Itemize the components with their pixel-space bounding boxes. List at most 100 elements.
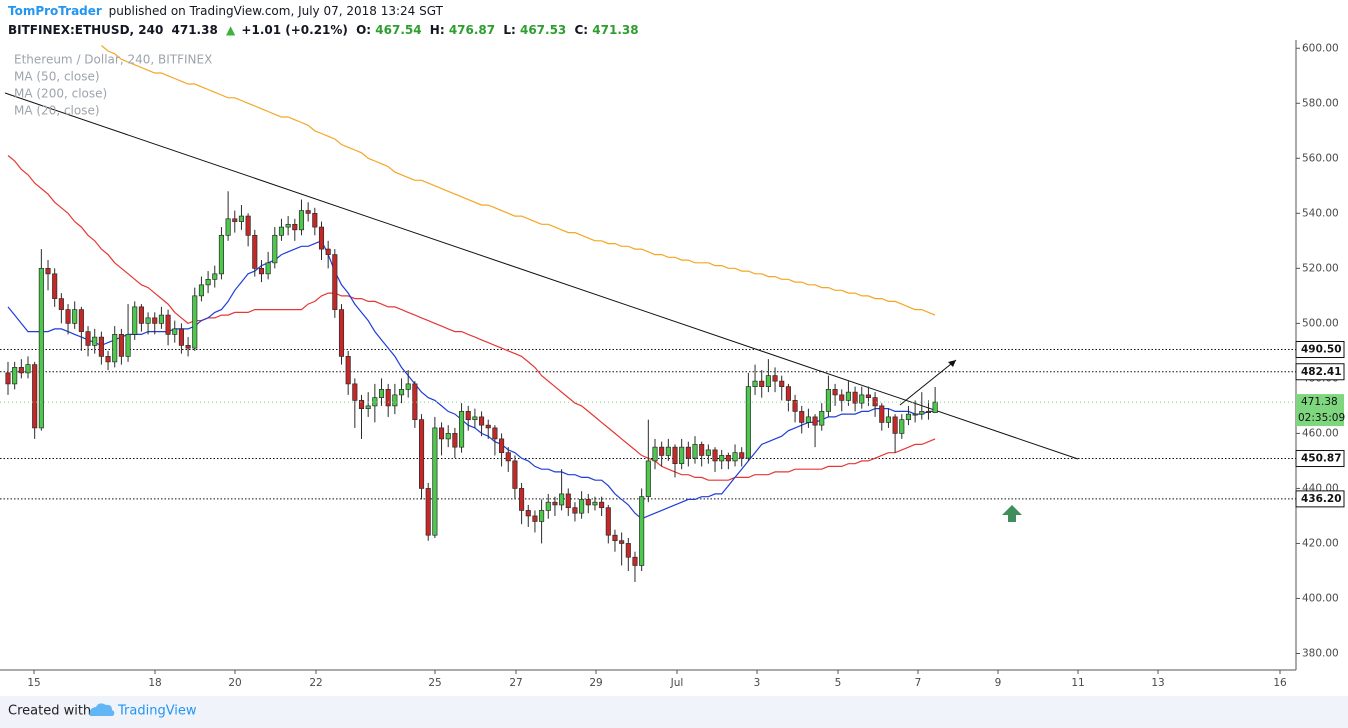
y-tick-label: 580.00	[1302, 97, 1339, 109]
x-tick-label: 15	[27, 677, 40, 689]
candle-body	[272, 234, 278, 264]
candle-body	[839, 394, 845, 401]
candle-body	[378, 389, 385, 398]
o: 467.54	[375, 23, 421, 37]
candle-body	[685, 446, 691, 459]
candle-body	[892, 416, 898, 434]
level-label-box	[1295, 340, 1345, 358]
logo	[89, 703, 115, 716]
candle-body	[492, 427, 498, 440]
candle-body	[212, 273, 218, 280]
level-label: 450.87	[1301, 453, 1342, 465]
candle-body	[245, 215, 251, 236]
candle-body	[899, 419, 905, 434]
candle-body	[398, 389, 405, 396]
candle-body	[172, 328, 178, 335]
footer-created: Created with	[8, 704, 91, 719]
x-tick-label: 5	[835, 677, 842, 689]
candle-body	[192, 295, 198, 349]
candle-body	[165, 314, 171, 335]
candle-body	[278, 226, 285, 236]
x-tick-label: 3	[754, 677, 761, 689]
candle-body	[645, 460, 651, 498]
author[interactable]: TomProTrader	[8, 4, 102, 18]
candle-body	[572, 507, 578, 514]
projection-arrowhead	[948, 360, 956, 367]
candle-body	[198, 284, 204, 297]
candle-body	[45, 267, 51, 275]
candle-body	[72, 309, 78, 324]
x-tick-label: 29	[589, 677, 602, 689]
candle-body	[612, 534, 618, 542]
candle-body	[12, 367, 18, 385]
candle-body	[25, 364, 31, 374]
candle-body	[785, 386, 791, 401]
symbol-line: BITFINEX:ETHUSD, 240 471.38 ▲ +1.01 (+0.…	[8, 23, 639, 37]
ma-line	[7, 155, 936, 481]
candle-body	[779, 380, 785, 387]
candle-body	[859, 394, 865, 404]
y-tick-label: 540.00	[1302, 207, 1339, 219]
x-tick-label: 7	[915, 677, 922, 689]
y-tick-label: 420.00	[1302, 537, 1339, 549]
candle-body	[285, 223, 291, 228]
o-label: O:	[356, 23, 371, 37]
candle-body	[485, 424, 491, 429]
candle-body	[885, 416, 891, 423]
l: 467.53	[520, 23, 566, 37]
candle-body	[445, 433, 451, 440]
candle-body	[392, 394, 398, 407]
x-tick-label: 27	[509, 677, 522, 689]
candle-body	[258, 267, 265, 275]
candle-body	[819, 411, 825, 426]
candle-body	[345, 356, 351, 385]
candle-body	[499, 438, 505, 454]
projection-arrow	[899, 359, 957, 406]
x-tick-label: 9	[995, 677, 1002, 689]
candle-body	[552, 501, 558, 506]
level-label: 436.20	[1301, 493, 1342, 505]
candle-body	[585, 499, 591, 506]
candle-body	[705, 449, 711, 456]
candle-body	[539, 510, 545, 522]
candle-body	[312, 212, 318, 228]
candle-body	[525, 510, 531, 517]
candle-body	[238, 215, 245, 222]
arrow: ▲	[226, 23, 236, 37]
x-tick-label: Jul	[670, 677, 684, 689]
y-tick-label: 520.00	[1302, 262, 1339, 274]
candle-body	[752, 380, 758, 387]
candle-body	[925, 411, 932, 414]
y-tick-label: 460.00	[1302, 427, 1339, 439]
x-tick-label: 20	[228, 677, 241, 689]
y-tick-label: 380.00	[1302, 647, 1339, 659]
candle-body	[232, 218, 238, 222]
level-label-box	[1295, 363, 1345, 381]
x-tick-label: 22	[309, 677, 322, 689]
candle-body	[852, 391, 858, 404]
c-label: C:	[574, 23, 588, 37]
candle-body	[92, 336, 98, 346]
footer	[0, 696, 1348, 728]
candle-body	[225, 218, 231, 236]
x-tick-label: 16	[1273, 677, 1287, 689]
l-label: L:	[503, 23, 515, 37]
candle-body	[665, 446, 671, 456]
candle-body	[112, 334, 118, 363]
level-label: 490.50	[1301, 343, 1342, 355]
candle-body	[185, 345, 191, 349]
candle-body	[845, 391, 851, 401]
footer-brand[interactable]: TradingView	[117, 704, 197, 719]
candle-body	[479, 416, 485, 426]
plot	[0, 45, 1296, 582]
candle-body	[338, 309, 345, 357]
published: published on TradingView.com, July 07, 2…	[109, 4, 444, 18]
candle-body	[812, 416, 818, 426]
x-tick-label: 11	[1071, 677, 1084, 689]
candle-body	[579, 499, 585, 514]
candle-body	[452, 433, 458, 448]
candle-body	[205, 278, 211, 286]
candle-body	[532, 515, 538, 522]
candle-body	[118, 334, 124, 357]
